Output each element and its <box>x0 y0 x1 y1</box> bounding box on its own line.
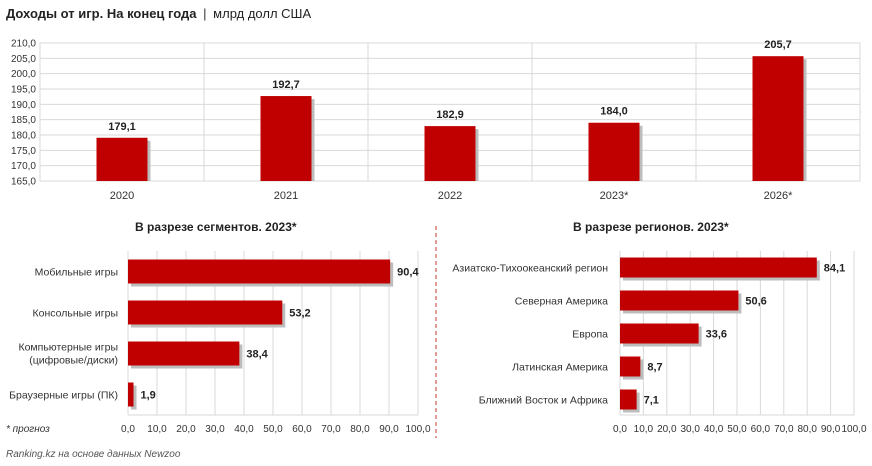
x-tick-label: 30,0 <box>680 424 700 435</box>
x-tick-label: 20,0 <box>176 424 196 435</box>
region-bar-2 <box>620 290 739 311</box>
y-tick-label: 180,0 <box>11 131 36 142</box>
x-tick-label: 50,0 <box>727 424 747 435</box>
category-label: Мобильные игры <box>35 267 118 279</box>
x-tick-label: 80,0 <box>350 424 370 435</box>
x-tick-label: 90,0 <box>821 424 841 435</box>
bar-value-label: 90,4 <box>397 267 419 279</box>
category-label: Браузерные игры (ПК) <box>9 390 118 402</box>
bar-2022 <box>424 126 476 181</box>
x-tick-label: 20,0 <box>657 424 677 435</box>
category-label: Ближний Восток и Африка <box>479 395 608 407</box>
chart-header: Доходы от игр. На конец года | млрд долл… <box>6 6 311 21</box>
x-tick-label: 30,0 <box>205 424 225 435</box>
region-bar-4 <box>620 356 641 377</box>
x-tick-label: 2021 <box>274 190 298 202</box>
y-tick-label: 185,0 <box>11 115 36 126</box>
forecast-footnote: * прогноз <box>6 424 50 435</box>
segment-bar-2 <box>128 300 283 325</box>
category-label: Компьютерные игры <box>18 342 118 354</box>
bar-value-label: 38,4 <box>246 349 268 361</box>
y-tick-label: 165,0 <box>11 177 36 188</box>
x-tick-label: 40,0 <box>704 424 724 435</box>
x-tick-label: 90,0 <box>379 424 399 435</box>
category-label: Азиатско-Тихоокеанский регион <box>452 263 608 275</box>
y-tick-label: 175,0 <box>11 146 36 157</box>
segment-bar-4 <box>128 382 134 407</box>
main-title: Доходы от игр. На конец года <box>6 6 197 21</box>
x-tick-label: 50,0 <box>263 424 283 435</box>
segments-chart-title: В разрезе сегментов. 2023* <box>135 220 297 234</box>
x-tick-label: 100,0 <box>405 424 430 435</box>
category-label: Консольные игры <box>32 308 118 320</box>
title-separator: | <box>203 6 207 21</box>
x-tick-label: 2026* <box>764 190 793 202</box>
bar-2020 <box>96 137 148 181</box>
bar-2023* <box>588 122 640 181</box>
x-tick-label: 60,0 <box>292 424 312 435</box>
bar-2021 <box>260 96 312 181</box>
x-tick-label: 70,0 <box>321 424 341 435</box>
bar-value-label: 179,1 <box>108 121 136 133</box>
x-tick-label: 0,0 <box>613 424 627 435</box>
x-tick-label: 10,0 <box>634 424 654 435</box>
y-tick-label: 190,0 <box>11 100 36 111</box>
y-tick-label: 195,0 <box>11 85 36 96</box>
segment-bar-3 <box>128 341 240 366</box>
unit-label: млрд долл США <box>213 6 312 21</box>
category-label: Латинская Америка <box>512 362 608 374</box>
x-tick-label: 100,0 <box>841 424 866 435</box>
x-tick-label: 2020 <box>110 190 134 202</box>
regions-chart-title: В разрезе регионов. 2023* <box>573 220 729 234</box>
x-tick-label: 70,0 <box>774 424 794 435</box>
bar-value-label: 182,9 <box>436 109 464 121</box>
bar-2026* <box>752 56 804 181</box>
y-tick-label: 205,0 <box>11 54 36 65</box>
bar-value-label: 33,6 <box>706 329 727 341</box>
bar-value-label: 184,0 <box>600 106 628 118</box>
bar-value-label: 7,1 <box>644 395 659 407</box>
x-tick-label: 2023* <box>600 190 629 202</box>
source-note: Ranking.kz на основе данных Newzoo <box>6 449 181 460</box>
bar-value-label: 1,9 <box>141 390 156 402</box>
bar-shadow <box>131 385 137 410</box>
x-tick-label: 2022 <box>438 190 462 202</box>
category-label: (цифровые/диски) <box>29 355 118 367</box>
bar-value-label: 53,2 <box>289 308 310 320</box>
x-tick-label: 40,0 <box>234 424 254 435</box>
bar-value-label: 84,1 <box>824 263 845 275</box>
y-tick-label: 210,0 <box>11 39 36 50</box>
region-bar-1 <box>620 257 817 278</box>
bar-value-label: 8,7 <box>647 362 662 374</box>
category-label: Европа <box>572 329 608 341</box>
bar-value-label: 50,6 <box>745 296 766 308</box>
x-tick-label: 0,0 <box>121 424 135 435</box>
x-tick-label: 10,0 <box>147 424 167 435</box>
segment-bar-1 <box>128 259 391 284</box>
category-label: Северная Америка <box>515 296 608 308</box>
region-bar-3 <box>620 323 699 344</box>
y-tick-label: 170,0 <box>11 161 36 172</box>
y-tick-label: 200,0 <box>11 69 36 80</box>
bar-value-label: 192,7 <box>272 79 300 91</box>
x-tick-label: 80,0 <box>797 424 817 435</box>
x-tick-label: 60,0 <box>751 424 771 435</box>
region-bar-5 <box>620 389 637 410</box>
bar-value-label: 205,7 <box>764 39 792 51</box>
